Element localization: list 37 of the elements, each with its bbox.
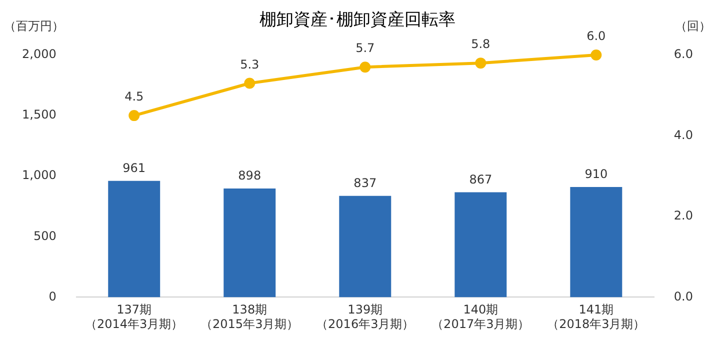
data-label: 4.5 [124,90,144,104]
data-label: 5.8 [471,37,490,52]
bar [224,188,276,298]
x-tick-label: 140期（2017年3月期） [432,302,530,331]
chart-title: 棚卸資産･棚卸資産回転率 [260,10,456,30]
y-axis-title: （百万円） [4,19,64,34]
data-label: 5.3 [240,57,260,72]
data-label: 837 [354,176,377,190]
bar [108,180,160,298]
y2-tick-label: 0.0 [674,289,694,304]
bar [570,187,622,298]
y-tick-label: 1,000 [22,168,56,182]
point [360,62,371,73]
x-tick-label: 141期（2018年3月期） [547,302,646,331]
x-tick-label: 137期（2014年3月期） [85,302,184,331]
y2-tick-label: 2.0 [674,208,694,223]
point [244,78,256,89]
y2-axis-title: （回） [675,19,711,34]
data-label: 898 [238,168,262,183]
point [128,110,140,122]
x-tick-label: 138期（2015年3月期） [200,302,299,331]
y-tick-label: 2,000 [22,47,56,62]
y-tick-label: 1,500 [22,108,56,122]
x-tick-label: 139期（2016年3月期） [316,302,414,331]
y2-tick-label: 6.0 [674,47,694,62]
data-label: 961 [122,160,146,175]
data-label: 867 [469,172,492,186]
data-label: 5.7 [356,41,375,56]
bar [454,192,507,298]
y-tick-label: 0 [48,289,56,304]
point [475,58,486,69]
data-label: 6.0 [586,29,606,44]
y2-tick-label: 4.0 [674,128,694,142]
data-label: 910 [584,167,608,182]
bar [339,196,392,298]
y-tick-label: 500 [33,228,56,243]
point [590,50,602,60]
